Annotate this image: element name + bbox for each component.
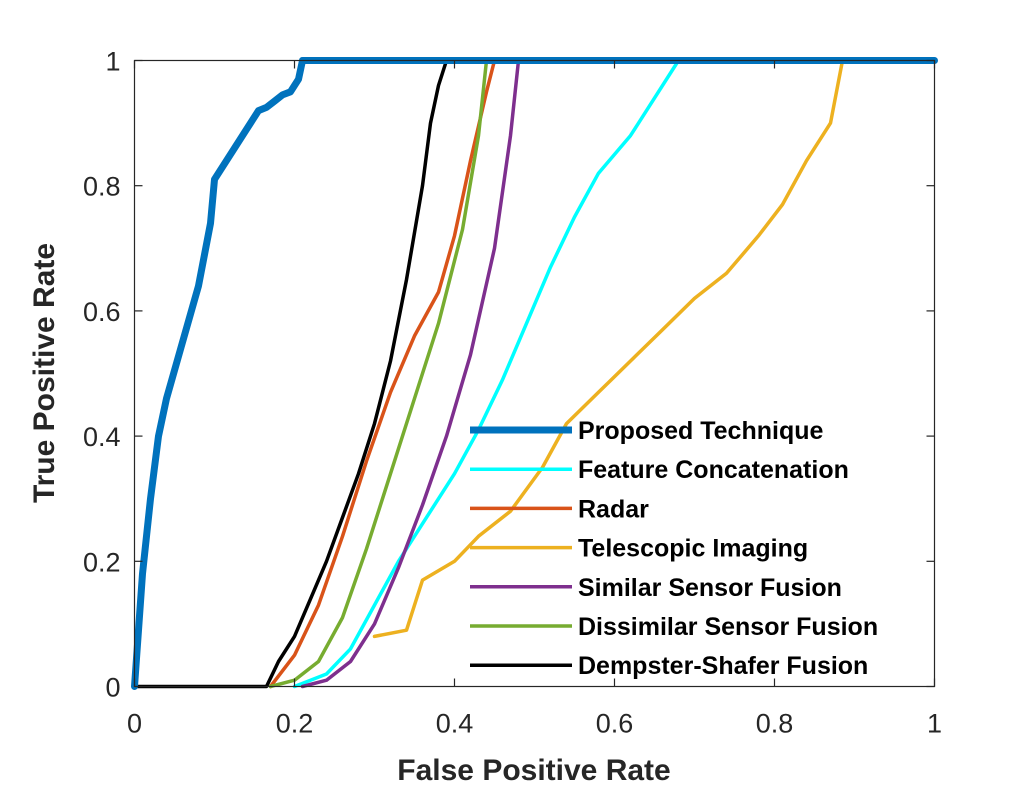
y-tick-label: 0.8 [83,172,121,202]
y-tick-label: 0.4 [83,422,121,452]
x-tick-label: 0.8 [756,709,794,739]
legend-label-4: Telescopic Imaging [578,535,808,563]
legend-label-3: Radar [578,495,649,523]
y-axis-title: True Positive Rate [28,243,61,503]
legend-label-7: Dempster-Shafer Fusion [578,652,868,680]
series-line-6 [268,58,937,689]
y-tick-label: 0 [105,673,120,703]
series-line-5 [300,58,937,689]
y-tick-label: 0.2 [83,547,121,577]
legend-label-1: Proposed Technique [578,417,823,445]
y-tick-label: 1 [105,47,120,77]
x-tick-label: 1 [927,709,942,739]
series-line-3 [268,58,937,689]
plot-area-border [133,59,936,688]
series-line-7 [132,58,937,689]
series-layer [131,57,938,690]
series-line-1 [131,57,938,690]
series-line-4 [372,58,937,639]
legend-label-2: Feature Concatenation [578,456,849,484]
ticks-layer: 0 0.2 0.4 0.6 0.8 1 0 0.2 0.4 0.6 0.8 1 [83,47,942,739]
x-axis-title: False Positive Rate [397,754,670,787]
series-line-2 [292,58,937,689]
x-tick-label: 0.2 [276,709,314,739]
y-tick-label: 0.6 [83,297,121,327]
x-tick-label: 0.4 [436,709,474,739]
x-tick-label: 0 [127,709,142,739]
x-tick-label: 0.6 [596,709,634,739]
legend: Proposed Technique Feature Concatenation R… [470,417,878,680]
legend-label-6: Dissimilar Sensor Fusion [578,613,878,641]
legend-label-5: Similar Sensor Fusion [578,574,842,602]
